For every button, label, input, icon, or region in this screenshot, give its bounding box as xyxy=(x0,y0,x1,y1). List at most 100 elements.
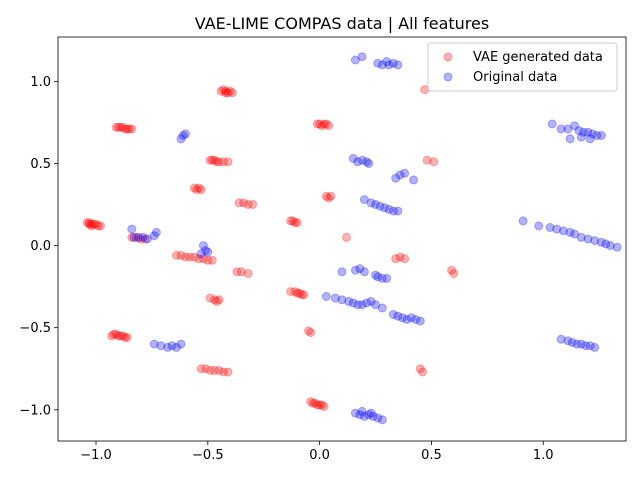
data-point xyxy=(552,224,562,234)
data-point xyxy=(113,122,123,132)
y-tick-label: 0.5 xyxy=(30,157,51,172)
data-point xyxy=(219,85,228,95)
data-point xyxy=(366,198,376,208)
data-point xyxy=(391,173,401,183)
data-point xyxy=(605,241,615,251)
data-point xyxy=(205,155,215,165)
data-point xyxy=(415,316,425,326)
data-point xyxy=(127,124,137,134)
data-point xyxy=(583,127,593,137)
data-point xyxy=(344,296,354,306)
data-point xyxy=(547,119,557,129)
data-point xyxy=(324,193,334,203)
data-point xyxy=(87,221,96,231)
data-point xyxy=(225,86,235,96)
data-point xyxy=(149,339,159,349)
data-point xyxy=(189,183,199,193)
data-point xyxy=(227,88,237,98)
data-point xyxy=(321,191,331,201)
data-point xyxy=(290,218,300,228)
data-point xyxy=(203,255,213,265)
data-point xyxy=(395,252,405,262)
data-point xyxy=(308,398,318,408)
data-point xyxy=(355,410,365,420)
data-point xyxy=(122,124,132,134)
data-point xyxy=(406,313,416,323)
data-point xyxy=(415,364,425,374)
data-point xyxy=(221,86,231,96)
data-point xyxy=(567,338,577,347)
data-point xyxy=(357,406,367,416)
data-point xyxy=(210,155,219,165)
data-point xyxy=(181,129,190,139)
data-point xyxy=(196,249,206,259)
data-point xyxy=(136,234,146,244)
data-point xyxy=(384,204,394,214)
data-point xyxy=(288,216,298,226)
data-point xyxy=(565,227,575,237)
data-point xyxy=(581,341,591,351)
data-point xyxy=(583,234,593,244)
data-point xyxy=(223,367,233,377)
data-point xyxy=(113,331,123,341)
data-point xyxy=(377,303,387,313)
data-point xyxy=(375,201,385,211)
data-point xyxy=(243,269,253,278)
legend-marker-vae-generated xyxy=(443,52,453,62)
y-tick-label: 0.0 xyxy=(30,239,51,254)
data-point xyxy=(149,231,159,241)
x-tick-label: 0.5 xyxy=(421,448,442,463)
data-point xyxy=(377,415,387,425)
data-point xyxy=(214,295,224,305)
x-tick-label: 0.0 xyxy=(309,448,330,463)
data-point xyxy=(292,288,302,298)
data-point xyxy=(116,122,126,132)
data-point xyxy=(596,131,606,140)
y-tick-label: −0.5 xyxy=(19,321,51,336)
data-point xyxy=(120,333,130,342)
data-point xyxy=(290,287,300,297)
data-point xyxy=(449,269,459,278)
data-point xyxy=(371,300,380,310)
data-point xyxy=(402,315,412,324)
data-point xyxy=(391,254,401,264)
data-point xyxy=(194,183,204,193)
data-point xyxy=(368,411,378,421)
data-point xyxy=(178,131,188,140)
data-point xyxy=(373,413,383,423)
data-point xyxy=(214,157,224,167)
data-point xyxy=(373,272,383,282)
data-point xyxy=(96,221,105,231)
data-point xyxy=(172,250,181,260)
data-point xyxy=(576,232,586,242)
data-point xyxy=(382,57,392,67)
data-point xyxy=(556,334,566,344)
series-0 xyxy=(82,85,459,411)
data-point xyxy=(223,88,233,98)
data-point xyxy=(382,273,392,283)
data-point xyxy=(239,198,249,208)
data-point xyxy=(109,329,119,339)
data-point xyxy=(286,287,296,297)
data-point xyxy=(362,298,372,308)
data-point xyxy=(196,185,206,195)
data-point xyxy=(87,219,96,229)
data-point xyxy=(295,288,304,298)
data-point xyxy=(393,60,403,70)
data-point xyxy=(384,60,394,70)
data-point xyxy=(373,58,383,68)
data-point xyxy=(304,326,313,336)
data-point xyxy=(118,122,128,132)
data-point xyxy=(353,157,363,167)
data-point xyxy=(312,400,322,410)
legend-label-original: Original data xyxy=(473,70,557,85)
data-point xyxy=(292,218,302,228)
data-point xyxy=(210,365,219,375)
data-point xyxy=(364,410,374,420)
data-point xyxy=(321,292,331,301)
data-point xyxy=(596,237,606,247)
data-point xyxy=(134,232,143,242)
data-point xyxy=(348,154,358,163)
data-point xyxy=(84,218,94,228)
